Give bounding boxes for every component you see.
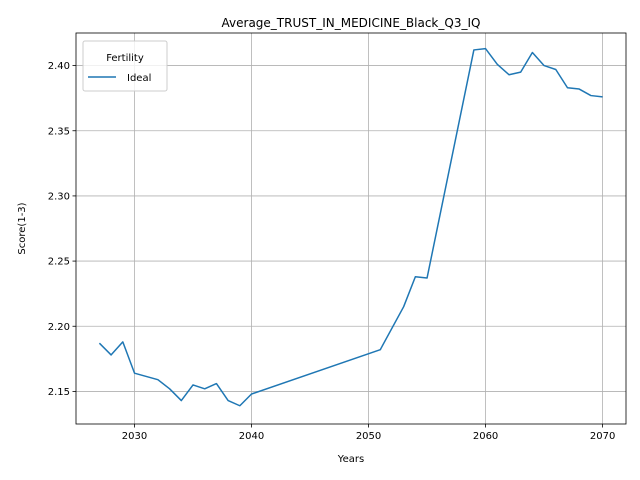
chart-title: Average_TRUST_IN_MEDICINE_Black_Q3_IQ (222, 16, 481, 30)
legend-label: Ideal (127, 73, 151, 84)
y-axis: 2.15 2.20 2.25 2.30 2.35 2.40 (48, 61, 76, 398)
legend-title: Fertility (106, 53, 144, 64)
legend-box (82, 40, 168, 92)
x-axis: 2030 2040 2050 2060 2070 (122, 424, 615, 442)
x-axis-label: Years (337, 454, 364, 465)
y-tick-label: 2.30 (48, 191, 70, 202)
series-lines (98, 47, 603, 407)
grid (76, 33, 626, 424)
x-tick-label: 2040 (239, 431, 264, 442)
y-tick-label: 2.40 (48, 61, 70, 72)
x-tick-label: 2070 (590, 431, 615, 442)
y-tick-label: 2.25 (48, 257, 70, 268)
y-tick-label: 2.15 (48, 387, 70, 398)
plot-area (75, 32, 627, 425)
legend: Fertility Ideal (82, 40, 168, 92)
y-tick-label: 2.20 (48, 322, 70, 333)
y-axis-label: Score(1-3) (17, 202, 28, 254)
x-tick-label: 2030 (122, 431, 147, 442)
x-tick-label: 2060 (473, 431, 498, 442)
x-tick-label: 2050 (356, 431, 381, 442)
y-tick-label: 2.35 (48, 126, 70, 137)
series-line-ideal (98, 47, 603, 407)
